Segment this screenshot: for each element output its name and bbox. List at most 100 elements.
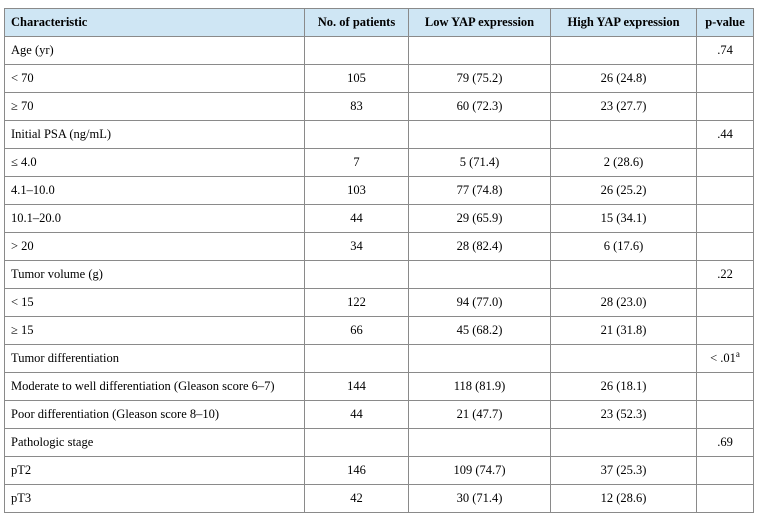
cell-high-yap: 15 (34.1)	[550, 204, 697, 233]
cell-characteristic: 4.1–10.0	[4, 176, 305, 205]
cell-p-value: .44	[696, 120, 754, 149]
cell-p-value	[696, 176, 754, 205]
cell-characteristic-text: Initial PSA (ng/mL)	[11, 127, 111, 141]
cell-patients	[304, 120, 409, 149]
cell-patients: 83	[304, 92, 409, 121]
cell-high-yap	[550, 428, 697, 457]
cell-p-value-text: .22	[717, 267, 733, 281]
cell-low-yap: 109 (74.7)	[408, 456, 551, 485]
cell-low-yap-text: 60 (72.3)	[456, 99, 503, 113]
cell-p-value	[696, 92, 754, 121]
cell-p-value-text: .44	[717, 127, 733, 141]
table-row: < 70 105 79 (75.2) 26 (24.8)	[4, 64, 754, 93]
cell-characteristic-text: < 70	[11, 71, 34, 85]
cell-patients: 44	[304, 400, 409, 429]
cell-characteristic-text: pT2	[11, 463, 32, 477]
cell-low-yap-text: 29 (65.9)	[456, 211, 503, 225]
cell-characteristic: pT2	[4, 456, 305, 485]
cell-p-value	[696, 204, 754, 233]
cell-low-yap	[408, 428, 551, 457]
table-row: > 20 34 28 (82.4) 6 (17.6)	[4, 232, 754, 261]
header-characteristic: Characteristic	[4, 8, 305, 37]
table-row: ≥ 70 83 60 (72.3) 23 (27.7)	[4, 92, 754, 121]
footnote-marker: a	[735, 348, 740, 359]
cell-high-yap-text: 37 (25.3)	[600, 463, 647, 477]
cell-low-yap-text: 118 (81.9)	[453, 379, 506, 393]
cell-patients-text: 144	[347, 379, 366, 393]
cell-low-yap: 94 (77.0)	[408, 288, 551, 317]
cell-high-yap-text: 2 (28.6)	[603, 155, 644, 169]
cell-low-yap	[408, 120, 551, 149]
cell-patients	[304, 344, 409, 373]
header-row: Characteristic No. of patients Low YAP e…	[4, 8, 754, 37]
cell-patients-text: 105	[347, 71, 366, 85]
cell-patients: 66	[304, 316, 409, 345]
cell-patients	[304, 428, 409, 457]
cell-patients-text: 66	[350, 323, 363, 337]
cell-patients: 34	[304, 232, 409, 261]
cell-high-yap-text: 26 (24.8)	[600, 71, 647, 85]
cell-high-yap-text: 28 (23.0)	[600, 295, 647, 309]
cell-patients-text: 7	[353, 155, 360, 169]
cell-low-yap-text: 79 (75.2)	[456, 71, 503, 85]
cell-characteristic: 10.1–20.0	[4, 204, 305, 233]
cell-high-yap: 26 (24.8)	[550, 64, 697, 93]
cell-characteristic-text: Tumor volume (g)	[11, 267, 103, 281]
cell-p-value	[696, 232, 754, 261]
cell-high-yap	[550, 344, 697, 373]
cell-characteristic-text: Age (yr)	[11, 43, 54, 57]
cell-low-yap	[408, 36, 551, 65]
table-row: pT3 42 30 (71.4) 12 (28.6)	[4, 484, 754, 513]
cell-p-value: < .01a	[696, 344, 754, 373]
cell-low-yap: 30 (71.4)	[408, 484, 551, 513]
cell-high-yap-text: 26 (25.2)	[600, 183, 647, 197]
cell-p-value: .69	[696, 428, 754, 457]
cell-high-yap: 23 (52.3)	[550, 400, 697, 429]
header-p-value: p-value	[696, 8, 754, 37]
cell-low-yap-text: 30 (71.4)	[456, 491, 503, 505]
cell-p-value: .22	[696, 260, 754, 289]
cell-low-yap-text: 21 (47.7)	[456, 407, 503, 421]
cell-high-yap	[550, 260, 697, 289]
cell-patients	[304, 36, 409, 65]
data-table: Characteristic No. of patients Low YAP e…	[4, 8, 754, 513]
cell-low-yap: 79 (75.2)	[408, 64, 551, 93]
cell-low-yap: 118 (81.9)	[408, 372, 551, 401]
table-row: Initial PSA (ng/mL) .44	[4, 120, 754, 149]
table-body: Age (yr) .74 < 70 105 79 (75.2) 26 (24.8) ≥ 70…	[4, 36, 754, 513]
cell-high-yap	[550, 36, 697, 65]
table-row: pT2 146 109 (74.7) 37 (25.3)	[4, 456, 754, 485]
cell-characteristic-text: Moderate to well differentiation (Gleaso…	[11, 379, 275, 393]
cell-high-yap: 26 (25.2)	[550, 176, 697, 205]
cell-characteristic: Tumor volume (g)	[4, 260, 305, 289]
cell-high-yap-text: 23 (52.3)	[600, 407, 647, 421]
cell-characteristic: Poor differentiation (Gleason score 8–10…	[4, 400, 305, 429]
cell-p-value	[696, 64, 754, 93]
cell-high-yap-text: 15 (34.1)	[600, 211, 647, 225]
cell-patients: 146	[304, 456, 409, 485]
cell-low-yap: 21 (47.7)	[408, 400, 551, 429]
cell-characteristic-text: pT3	[11, 491, 32, 505]
cell-characteristic-text: 10.1–20.0	[11, 211, 61, 225]
cell-p-value	[696, 400, 754, 429]
table-row: Tumor volume (g) .22	[4, 260, 754, 289]
cell-patients-text: 103	[347, 183, 366, 197]
cell-characteristic: ≤ 4.0	[4, 148, 305, 177]
cell-high-yap: 37 (25.3)	[550, 456, 697, 485]
cell-low-yap-text: 5 (71.4)	[459, 155, 500, 169]
cell-characteristic-text: ≥ 15	[11, 323, 34, 337]
cell-patients-text: 34	[350, 239, 363, 253]
cell-p-value-text: < .01	[710, 351, 736, 365]
cell-patients: 42	[304, 484, 409, 513]
cell-high-yap-text: 21 (31.8)	[600, 323, 647, 337]
cell-patients: 103	[304, 176, 409, 205]
cell-high-yap-text: 12 (28.6)	[600, 491, 647, 505]
cell-high-yap-text: 6 (17.6)	[603, 239, 644, 253]
cell-p-value: .74	[696, 36, 754, 65]
cell-high-yap: 2 (28.6)	[550, 148, 697, 177]
cell-patients: 7	[304, 148, 409, 177]
cell-p-value	[696, 316, 754, 345]
table-row: Moderate to well differentiation (Gleaso…	[4, 372, 754, 401]
cell-characteristic: < 15	[4, 288, 305, 317]
table-row: 4.1–10.0 103 77 (74.8) 26 (25.2)	[4, 176, 754, 205]
